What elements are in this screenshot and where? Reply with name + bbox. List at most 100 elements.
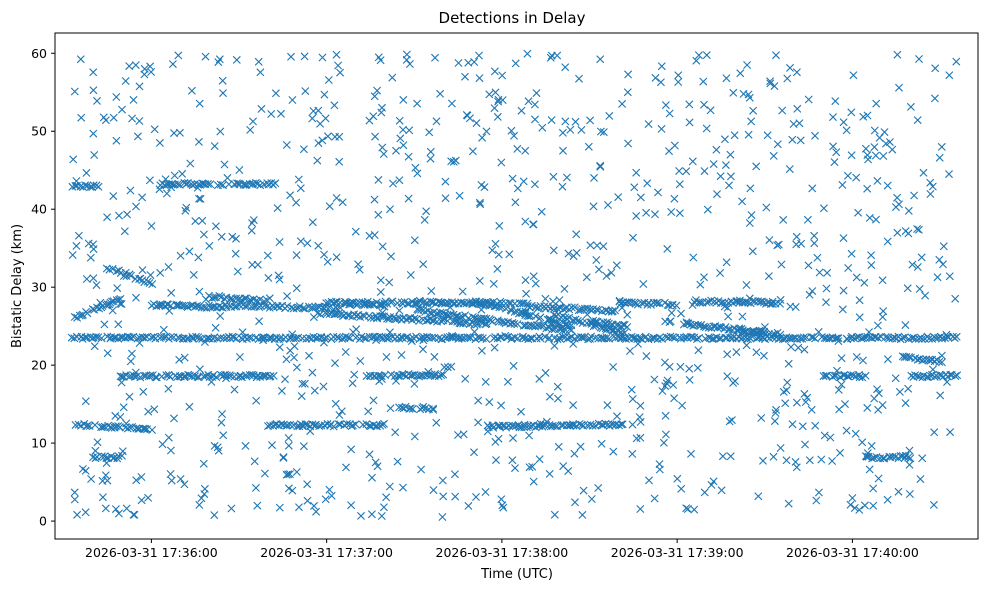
detection-point — [417, 305, 425, 314]
detection-point — [688, 301, 697, 309]
detection-point — [529, 477, 538, 486]
detection-point — [744, 130, 753, 139]
detection-point — [233, 179, 241, 188]
detection-point — [910, 191, 919, 200]
detection-point — [370, 195, 379, 204]
detection-point — [461, 72, 469, 81]
detection-point — [446, 303, 455, 312]
detection-point — [410, 432, 419, 441]
detection-point — [210, 293, 219, 302]
detection-point — [607, 268, 616, 277]
detection-point — [284, 484, 293, 493]
detection-point — [738, 197, 747, 206]
detection-point — [323, 132, 332, 141]
detection-point — [867, 261, 876, 270]
detection-point — [351, 227, 360, 236]
detection-point — [317, 333, 326, 341]
detection-point — [508, 174, 517, 183]
detection-point — [325, 485, 334, 494]
detection-point — [332, 298, 341, 307]
detection-point — [395, 306, 404, 315]
detection-point — [628, 449, 637, 458]
detection-point — [425, 128, 434, 137]
detection-point — [204, 179, 212, 188]
detection-point — [82, 422, 91, 431]
detection-point — [678, 401, 687, 410]
detection-point — [720, 302, 729, 311]
detection-point — [826, 433, 835, 442]
detection-point — [207, 377, 216, 386]
detection-point — [430, 352, 439, 361]
detection-point — [807, 405, 816, 414]
detection-point — [867, 441, 876, 450]
detection-point — [200, 338, 209, 346]
detection-point — [550, 341, 559, 350]
detection-point — [90, 342, 99, 351]
detection-point — [531, 312, 540, 321]
detection-point — [360, 299, 368, 308]
x-tick-label: 2026-03-31 17:37:00 — [260, 545, 393, 560]
detection-point — [378, 308, 387, 317]
detection-point — [249, 117, 257, 126]
detection-point — [847, 249, 856, 258]
detection-point — [749, 106, 758, 115]
detection-point — [832, 148, 841, 157]
detection-point — [468, 313, 477, 321]
detection-point — [180, 480, 189, 489]
detection-point — [804, 261, 813, 270]
detection-point — [70, 488, 79, 497]
detection-point — [642, 208, 651, 217]
detection-point — [513, 184, 522, 193]
detection-point — [937, 142, 946, 151]
detection-point — [285, 470, 294, 479]
detection-point — [126, 357, 135, 366]
detection-point — [367, 299, 376, 308]
detection-point — [571, 315, 580, 324]
detection-point — [290, 342, 299, 351]
detection-point — [165, 306, 174, 315]
detection-point — [228, 232, 237, 241]
detection-point — [554, 442, 563, 451]
detection-point — [174, 51, 183, 60]
detection-point — [817, 333, 826, 342]
detection-point — [189, 270, 198, 279]
detection-point — [496, 333, 505, 342]
detection-point — [162, 189, 171, 198]
detection-point — [594, 419, 603, 428]
detection-point — [72, 177, 81, 185]
detection-point — [875, 133, 884, 142]
detection-point — [133, 132, 142, 141]
detection-point — [199, 459, 208, 468]
detection-point — [736, 69, 745, 78]
detection-point — [495, 303, 504, 312]
detection-point — [562, 421, 571, 430]
detection-point — [441, 194, 450, 203]
detection-point — [788, 135, 797, 144]
detection-point — [284, 434, 293, 442]
detection-point — [343, 311, 352, 320]
detection-point — [332, 50, 341, 59]
detection-point — [644, 120, 653, 129]
detection-point — [388, 73, 397, 82]
detection-point — [429, 404, 437, 413]
detection-point — [282, 141, 291, 149]
detection-point — [850, 504, 859, 512]
detection-point — [107, 423, 116, 432]
detection-point — [116, 413, 125, 421]
detection-point — [303, 496, 312, 505]
detection-point — [693, 335, 701, 343]
detection-point — [764, 272, 773, 281]
detection-point — [185, 247, 194, 256]
detection-point — [792, 68, 801, 77]
detection-point — [586, 116, 595, 125]
detection-point — [195, 365, 204, 374]
detection-point — [380, 419, 388, 428]
detection-point — [437, 371, 446, 380]
detection-point — [693, 363, 702, 372]
detection-point — [931, 64, 940, 73]
detection-point — [869, 484, 878, 493]
detection-point — [450, 470, 459, 479]
detection-point — [665, 301, 673, 310]
detection-point — [449, 157, 458, 166]
detection-point — [292, 284, 301, 293]
